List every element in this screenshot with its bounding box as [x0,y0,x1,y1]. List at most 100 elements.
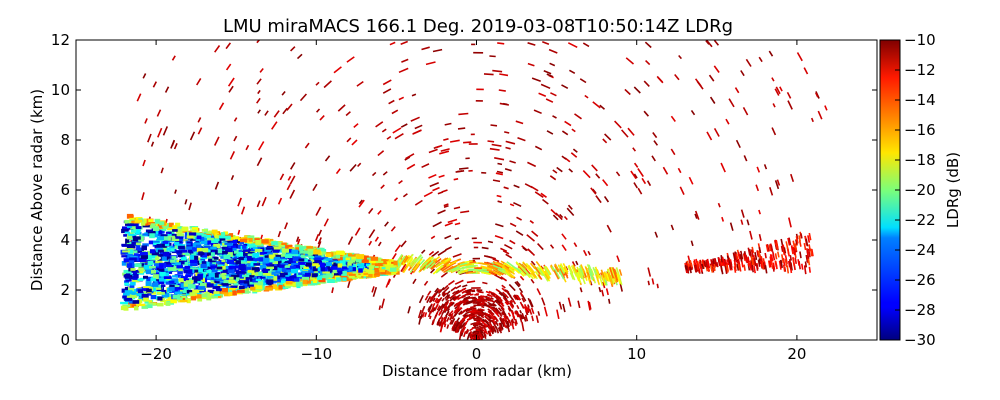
layer-cell [247,274,255,278]
right-echo [693,259,697,267]
noise-echo [437,209,446,215]
layer-cell [236,244,242,249]
melting-band-echo [538,267,545,276]
layer-cell [299,263,306,268]
right-echo [785,241,789,250]
noise-echo [353,123,359,129]
layer-cell [121,228,129,234]
right-echo [790,245,794,251]
melting-band-echo [459,265,471,270]
clutter-echo [510,299,514,303]
noise-echo [542,198,549,205]
noise-echo [264,110,269,116]
right-echo [765,244,769,252]
noise-echo [548,48,558,54]
melting-band-echo [613,268,618,277]
layer-cell [201,252,208,258]
layer-cell [157,279,165,285]
melting-band-echo [435,259,446,269]
right-echo [698,261,702,270]
melting-band-echo [430,264,436,270]
clutter-echo [424,312,428,318]
noise-echo [323,218,329,227]
noise-echo [443,203,449,207]
layer-cell [258,271,263,276]
noise-echo [256,157,263,167]
noise-echo [449,292,458,300]
layer-cell [351,258,360,262]
layer-cell [268,243,273,246]
layer-cell [156,244,163,249]
clutter-echo [504,301,509,306]
clutter-echo [497,303,501,307]
layer-cell [139,292,145,295]
noise-echo [624,88,631,96]
layer-cell [172,275,179,278]
noise-echo [441,291,446,296]
noise-echo [489,55,496,58]
noise-echo [728,98,735,108]
layer-cell [385,265,393,270]
clutter-echo [420,313,423,320]
colorbar-tick-label: −16 [904,121,936,139]
layer-cell [211,294,218,299]
clutter-echo [469,333,473,338]
noise-echo [522,246,528,252]
layer-cell [128,223,135,227]
layer-cell [291,249,299,255]
layer-cell [307,248,315,253]
noise-echo [651,278,655,285]
noise-echo [213,136,220,146]
layer-cell [171,288,178,292]
clutter-echo [480,298,486,301]
layer-cell [239,285,245,290]
clutter-echo [511,318,515,324]
clutter-echo [481,320,488,327]
noise-echo [498,89,506,92]
layer-cell [164,272,169,277]
right-echo [703,260,707,268]
layer-cell [381,266,389,270]
layer-cell [203,245,212,249]
layer-cell [310,275,315,280]
layer-cell [164,242,170,247]
layer-cell [255,278,262,281]
clutter-echo [479,327,484,332]
noise-echo [579,78,587,84]
layer-cell [160,229,167,232]
noise-echo [496,194,502,198]
right-echo [754,252,758,261]
layer-cell [251,267,259,271]
layer-cell [125,223,131,226]
noise-echo [233,117,238,122]
y-tick-label: 12 [51,31,70,49]
noise-echo [227,77,235,87]
layer-cell [227,268,235,274]
noise-echo [156,109,162,117]
melting-band-echo [563,266,569,275]
layer-cell [254,287,263,291]
noise-echo [817,110,823,120]
layer-cell [145,269,153,275]
layer-cell [241,250,249,256]
clutter-echo [463,295,471,300]
layer-cell [233,282,239,286]
noise-echo [713,65,720,73]
layer-cell [271,254,279,258]
noise-echo [333,66,342,74]
layer-cell [288,247,294,250]
noise-echo [591,164,598,172]
layer-cell [298,258,305,262]
noise-echo [776,179,781,186]
layer-cell [127,249,133,254]
melting-band-echo [577,271,582,279]
noise-echo [489,147,500,151]
layer-cell [317,261,323,265]
layer-cell [159,264,164,269]
melting-band-echo [559,265,566,274]
noise-echo [218,102,225,111]
layer-cell [244,277,252,283]
layer-cell [223,294,231,297]
clutter-echo [466,332,471,340]
layer-cell [241,261,247,264]
